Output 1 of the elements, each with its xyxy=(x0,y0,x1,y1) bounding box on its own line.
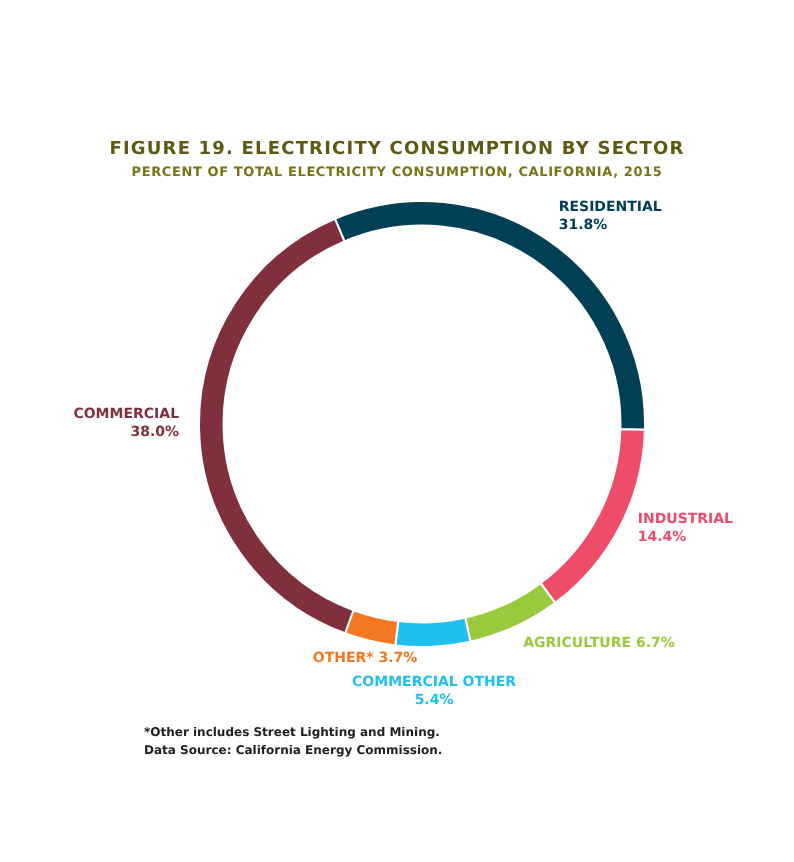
chart-title: FIGURE 19. ELECTRICITY CONSUMPTION BY SECTOR xyxy=(107,140,687,160)
